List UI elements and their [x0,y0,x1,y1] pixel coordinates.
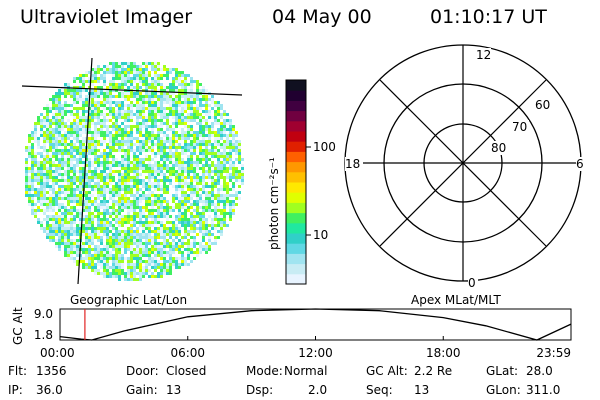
info-value: 28.0 [526,364,553,378]
colorbar-cell [286,273,306,285]
info-value: Normal [284,364,328,378]
colorbar-cell [286,151,306,163]
colorbar-cell [286,80,306,91]
colorbar-cell [286,161,306,173]
lat-label-80: 80 [491,141,506,155]
x-tick-label: 12:00 [298,346,333,360]
colorbar-cell [286,90,306,101]
colorbar-cell [286,192,306,203]
polar-panel-label: Apex MLat/MLT [411,293,501,307]
uv-speckle [25,62,244,281]
colorbar-cell [286,182,306,193]
mlt-label-12: 12 [476,48,491,62]
lat-label-70: 70 [512,120,527,134]
info-label: Dsp: [246,383,274,397]
colorbar-cell [286,120,306,132]
info-label: IP: [8,383,23,397]
instrument-title: Ultraviolet Imager [20,6,193,28]
mlt-label-6: 6 [576,157,584,171]
y-axis-label: GC Alt [11,307,25,345]
colorbar-cell [286,233,306,244]
info-label: GLat: [486,364,519,378]
info-label: Door: [126,364,159,378]
colorbar-tick-10: 10 [313,228,328,242]
info-label: GC Alt: [366,364,408,378]
info-label: Mode: [246,364,283,378]
info-value: 13 [414,383,430,397]
x-tick-label: 00:00 [40,346,75,360]
colorbar-cell [286,110,306,122]
info-value: 2.0 [308,383,328,397]
altitude-series-line [59,308,572,341]
info-label: Seq: [366,383,393,397]
mlt-label-18: 18 [345,157,360,171]
colorbar-cell [286,222,306,234]
info-value: 2.2 Re [414,364,453,378]
info-value: 1356 [36,364,67,378]
x-tick-label: 06:00 [170,346,205,360]
colorbar-cell [286,141,306,152]
geographic-grid-line [77,57,93,285]
colorbar-cell [286,212,306,224]
lat-label-60: 60 [535,98,550,112]
colorbar-cell [286,253,306,265]
info-label: GLon: [486,383,521,397]
info-label: Flt: [8,364,27,378]
geographic-grid-line [21,85,243,96]
colorbar-cell [286,243,306,254]
colorbar-cell [286,202,306,214]
colorbar-cell [286,171,306,183]
info-value: 311.0 [526,383,561,397]
time-label: 01:10:17 UT [430,6,547,28]
x-tick-label: 23:59 [536,346,571,360]
y-tick-9: 9.0 [34,307,53,321]
colorbar-cell [286,131,306,142]
info-value: 36.0 [36,383,63,397]
colorbar-cell [286,263,306,275]
x-tick-label: 18:00 [426,346,461,360]
colorbar-cell [286,100,306,112]
date-label: 04 May 00 [272,6,372,28]
image-panel-label: Geographic Lat/Lon [70,293,188,307]
info-label: Gain: [126,383,158,397]
colorbar-tick-100: 100 [313,140,336,154]
info-value: 13 [166,383,182,397]
info-value: Closed [166,364,207,378]
mlt-label-0: 0 [468,276,476,290]
y-tick-1-8: 1.8 [34,328,53,342]
colorbar-unit-label: photon cm⁻²s⁻¹ [267,157,281,250]
